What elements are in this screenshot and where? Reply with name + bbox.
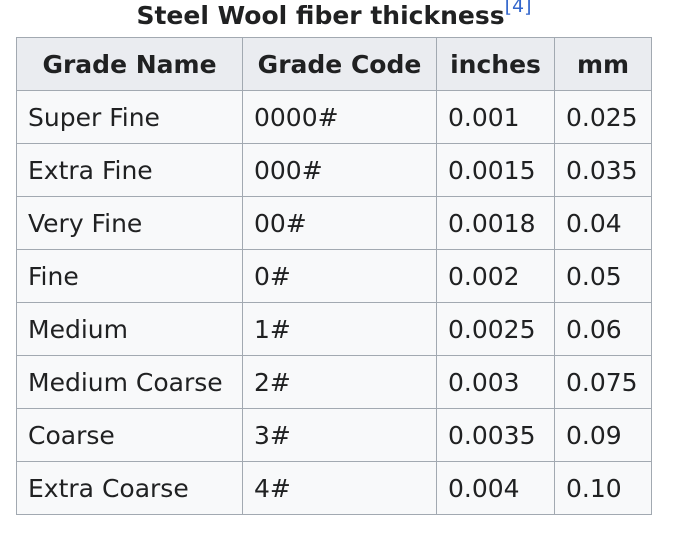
table-row: Coarse 3# 0.0035 0.09 xyxy=(16,408,652,462)
header-row: Grade Name Grade Code inches mm xyxy=(16,37,652,91)
cell-grade-code: 2# xyxy=(242,355,437,409)
cell-grade-code: 00# xyxy=(242,196,437,250)
cell-inches: 0.0018 xyxy=(436,196,555,250)
cell-inches: 0.002 xyxy=(436,249,555,303)
cell-grade-name: Extra Fine xyxy=(16,143,243,197)
cell-grade-name: Medium Coarse xyxy=(16,355,243,409)
cell-grade-code: 000# xyxy=(242,143,437,197)
table-row: Medium Coarse 2# 0.003 0.075 xyxy=(16,355,652,409)
cell-grade-name: Coarse xyxy=(16,408,243,462)
header-mm: mm xyxy=(554,37,652,91)
cell-mm: 0.075 xyxy=(554,355,652,409)
cell-inches: 0.0025 xyxy=(436,302,555,356)
cell-inches: 0.004 xyxy=(436,461,555,515)
cell-inches: 0.003 xyxy=(436,355,555,409)
cell-grade-name: Super Fine xyxy=(16,90,243,144)
table-caption: Steel Wool fiber thickness[4] xyxy=(16,0,652,32)
cell-grade-name: Fine xyxy=(16,249,243,303)
cell-grade-code: 0000# xyxy=(242,90,437,144)
cell-grade-name: Medium xyxy=(16,302,243,356)
cell-grade-name: Extra Coarse xyxy=(16,461,243,515)
cell-mm: 0.04 xyxy=(554,196,652,250)
table-row: Medium 1# 0.0025 0.06 xyxy=(16,302,652,356)
cell-mm: 0.10 xyxy=(554,461,652,515)
table-row: Super Fine 0000# 0.001 0.025 xyxy=(16,90,652,144)
cell-mm: 0.06 xyxy=(554,302,652,356)
cell-grade-code: 3# xyxy=(242,408,437,462)
cell-mm: 0.09 xyxy=(554,408,652,462)
caption-title: Steel Wool fiber thickness xyxy=(136,1,505,30)
cell-grade-code: 1# xyxy=(242,302,437,356)
cell-mm: 0.035 xyxy=(554,143,652,197)
cell-inches: 0.0035 xyxy=(436,408,555,462)
table-row: Very Fine 00# 0.0018 0.04 xyxy=(16,196,652,250)
cell-mm: 0.025 xyxy=(554,90,652,144)
cell-grade-name: Very Fine xyxy=(16,196,243,250)
cell-mm: 0.05 xyxy=(554,249,652,303)
header-inches: inches xyxy=(436,37,555,91)
header-grade-code: Grade Code xyxy=(242,37,437,91)
table-row: Extra Fine 000# 0.0015 0.035 xyxy=(16,143,652,197)
cell-inches: 0.0015 xyxy=(436,143,555,197)
steel-wool-table: Grade Name Grade Code inches mm Super Fi… xyxy=(16,37,652,515)
table-row: Fine 0# 0.002 0.05 xyxy=(16,249,652,303)
cell-grade-code: 4# xyxy=(242,461,437,515)
cell-inches: 0.001 xyxy=(436,90,555,144)
table-row: Extra Coarse 4# 0.004 0.10 xyxy=(16,461,652,515)
cell-grade-code: 0# xyxy=(242,249,437,303)
header-grade-name: Grade Name xyxy=(16,37,243,91)
reference-link[interactable]: [4] xyxy=(504,0,532,17)
